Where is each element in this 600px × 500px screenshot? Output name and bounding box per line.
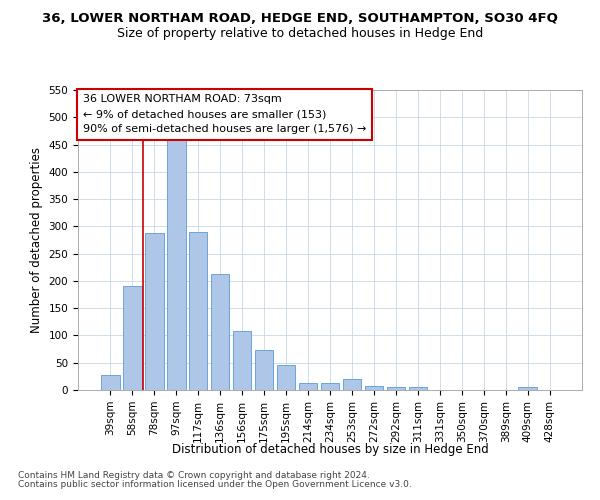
Bar: [518, 388, 537, 390]
Bar: [386, 388, 405, 390]
Bar: [277, 365, 295, 390]
Bar: [233, 330, 251, 390]
Bar: [409, 388, 427, 390]
Bar: [123, 286, 142, 390]
Y-axis label: Number of detached properties: Number of detached properties: [30, 147, 43, 333]
Text: Size of property relative to detached houses in Hedge End: Size of property relative to detached ho…: [117, 28, 483, 40]
Bar: [101, 374, 119, 390]
Bar: [320, 384, 340, 390]
Bar: [365, 386, 383, 390]
Bar: [189, 232, 208, 390]
Bar: [145, 234, 164, 390]
Text: Contains public sector information licensed under the Open Government Licence v3: Contains public sector information licen…: [18, 480, 412, 489]
Text: Contains HM Land Registry data © Crown copyright and database right 2024.: Contains HM Land Registry data © Crown c…: [18, 471, 370, 480]
Text: Distribution of detached houses by size in Hedge End: Distribution of detached houses by size …: [172, 442, 488, 456]
Bar: [299, 384, 317, 390]
Text: 36 LOWER NORTHAM ROAD: 73sqm
← 9% of detached houses are smaller (153)
90% of se: 36 LOWER NORTHAM ROAD: 73sqm ← 9% of det…: [83, 94, 367, 134]
Text: 36, LOWER NORTHAM ROAD, HEDGE END, SOUTHAMPTON, SO30 4FQ: 36, LOWER NORTHAM ROAD, HEDGE END, SOUTH…: [42, 12, 558, 26]
Bar: [255, 350, 274, 390]
Bar: [343, 379, 361, 390]
Bar: [211, 274, 229, 390]
Bar: [167, 139, 185, 390]
